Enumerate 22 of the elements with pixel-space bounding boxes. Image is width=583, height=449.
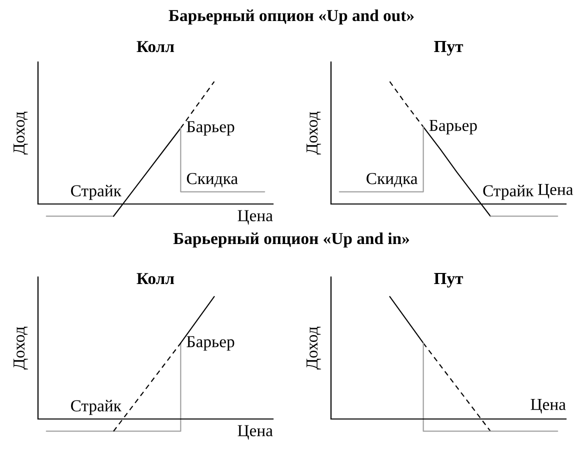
annotation: Скидка: [366, 173, 418, 188]
chart-subtitle: Пут: [434, 273, 464, 288]
y-axis-title: Доход: [14, 112, 28, 155]
x-axis-title: Цена: [238, 210, 273, 225]
annotation: Барьер: [186, 121, 234, 136]
annotation: Страйк: [71, 184, 122, 200]
chart-title: Барьерный опцион «Up and in»: [173, 232, 410, 248]
y-axis-title: Доход: [14, 326, 28, 370]
chart-subtitle: Колл: [136, 273, 174, 284]
x-axis-title: Цена: [538, 184, 574, 198]
annotation: Страйк: [483, 184, 534, 200]
chart-title: Барьерный опцион «Up and out»: [168, 9, 414, 25]
y-axis-title: Доход: [306, 112, 321, 155]
x-axis-title: Цена: [530, 398, 566, 414]
chart-subtitle: Пут: [434, 41, 464, 56]
x-axis-title: Цена: [238, 425, 273, 440]
chart-subtitle: Колл: [136, 41, 174, 52]
annotation: Барьер: [429, 120, 477, 134]
annotation: Страйк: [71, 400, 122, 415]
y-axis-title: Доход: [306, 326, 321, 370]
annotation: Скидка: [186, 173, 238, 188]
annotation: Барьер: [186, 336, 234, 351]
